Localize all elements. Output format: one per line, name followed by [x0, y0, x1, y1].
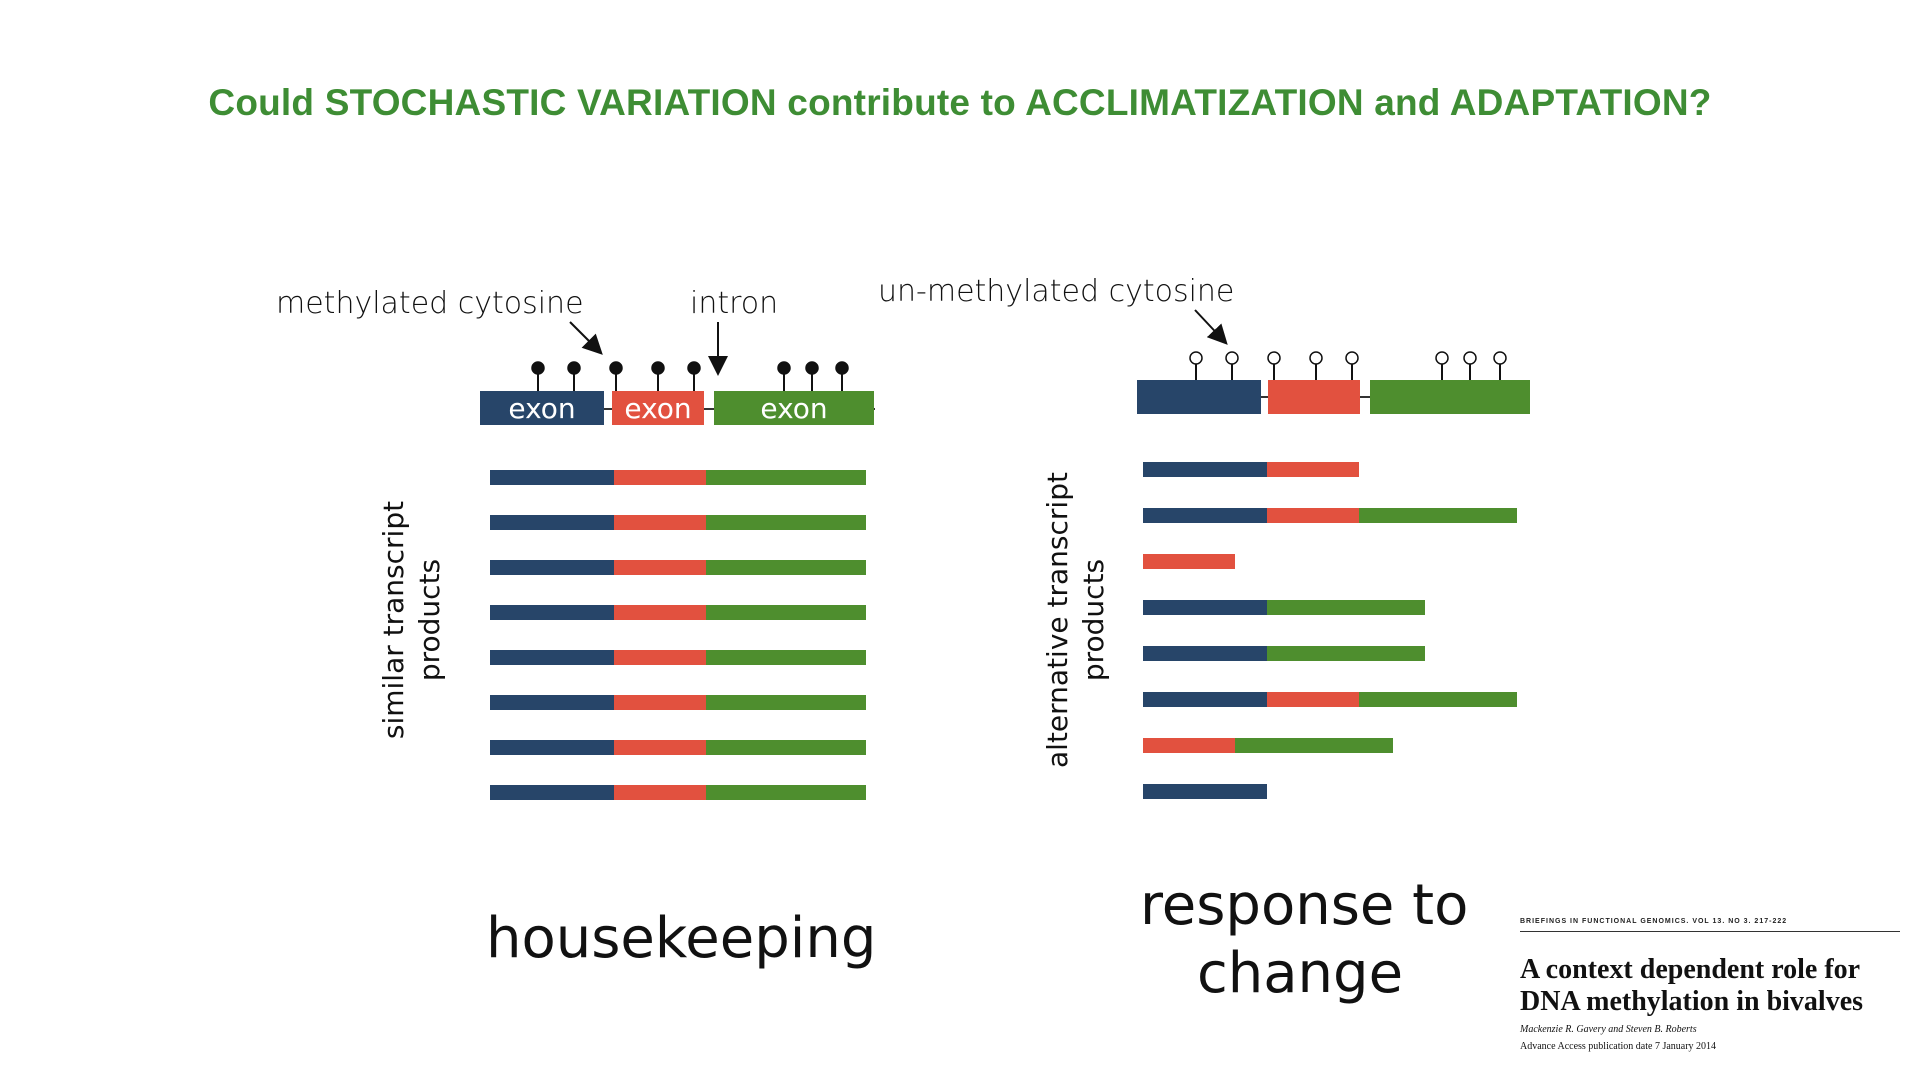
- response-caption: response to change: [1140, 873, 1469, 1006]
- left-transcript-segment-red: [614, 470, 706, 485]
- methylated-cytosine-marker: [567, 361, 581, 375]
- right-exon-3: [1370, 380, 1530, 414]
- paper-title: A context dependent role for DNA methylat…: [1520, 954, 1864, 1017]
- methylated-cytosine-marker: [651, 361, 665, 375]
- unmethylated-cytosine-marker: [1463, 351, 1477, 365]
- left-transcript-segment-green: [706, 695, 866, 710]
- methylated-arrow: [569, 321, 603, 355]
- left-transcript-segment-red: [614, 740, 706, 755]
- right-transcript-segment-blue: [1143, 646, 1267, 661]
- unmethylated-cytosine-label: un-methylated cytosine: [878, 274, 1235, 309]
- left-transcript-segment-red: [614, 515, 706, 530]
- left-transcript-segment-red: [614, 650, 706, 665]
- right-transcript-segment-green: [1235, 738, 1393, 753]
- methylated-cytosine-marker: [687, 361, 701, 375]
- right-transcript-segment-blue: [1143, 508, 1267, 523]
- left-transcript-segment-blue: [490, 560, 614, 575]
- unmethylated-lollipops: [1189, 351, 1507, 380]
- left-transcript-segment-blue: [490, 785, 614, 800]
- right-transcript-segment-red: [1143, 554, 1235, 569]
- right-transcript-segment-red: [1267, 692, 1359, 707]
- left-transcript-segment-red: [614, 695, 706, 710]
- methylated-cytosine-marker: [805, 361, 819, 375]
- left-transcript-segment-green: [706, 470, 866, 485]
- intron-label: intron: [690, 286, 779, 321]
- left-transcript-segment-green: [706, 560, 866, 575]
- left-transcript-segment-blue: [490, 695, 614, 710]
- left-exon-2: exon: [612, 391, 704, 425]
- right-transcript-segment-green: [1267, 600, 1425, 615]
- left-transcript-segment-blue: [490, 515, 614, 530]
- right-transcript-segment-blue: [1143, 462, 1267, 477]
- unmethylated-cytosine-marker: [1267, 351, 1281, 365]
- methylated-cytosine-label: methylated cytosine: [276, 286, 584, 321]
- unmethylated-cytosine-marker: [1225, 351, 1239, 365]
- right-transcript-segment-green: [1359, 508, 1517, 523]
- left-transcript-segment-blue: [490, 650, 614, 665]
- housekeeping-caption: housekeeping: [486, 906, 877, 971]
- left-exon-3: exon: [714, 391, 874, 425]
- unmethylated-arrow: [1194, 309, 1228, 345]
- right-transcript-segment-green: [1267, 646, 1425, 661]
- right-transcript-segment-blue: [1143, 784, 1267, 799]
- unmethylated-cytosine-marker: [1345, 351, 1359, 365]
- right-transcript-segment-red: [1143, 738, 1235, 753]
- right-exon-1: [1137, 380, 1261, 414]
- unmethylated-cytosine-marker: [1309, 351, 1323, 365]
- left-transcript-segment-blue: [490, 740, 614, 755]
- methylated-lollipops: [531, 361, 849, 391]
- right-transcript-segment-red: [1267, 508, 1359, 523]
- unmethylated-cytosine-marker: [1435, 351, 1449, 365]
- methylated-cytosine-marker: [609, 361, 623, 375]
- left-side-label: similar transcript products: [377, 500, 446, 740]
- right-transcript-segment-green: [1359, 692, 1517, 707]
- methylated-cytosine-marker: [835, 361, 849, 375]
- left-exon-1: exon: [480, 391, 604, 425]
- left-transcript-segment-blue: [490, 470, 614, 485]
- left-transcript-segment-red: [614, 605, 706, 620]
- unmethylated-cytosine-marker: [1189, 351, 1203, 365]
- right-transcript-segment-red: [1267, 462, 1359, 477]
- left-transcript-segment-green: [706, 605, 866, 620]
- paper-reference: BRIEFINGS IN FUNCTIONAL GENOMICS. VOL 13…: [1520, 918, 1900, 1052]
- journal-name: BRIEFINGS IN FUNCTIONAL GENOMICS. VOL 13…: [1520, 918, 1900, 932]
- left-transcript-segment-blue: [490, 605, 614, 620]
- paper-date: Advance Access publication date 7 Januar…: [1520, 1041, 1717, 1052]
- left-transcript-segment-green: [706, 740, 866, 755]
- left-transcript-segment-green: [706, 650, 866, 665]
- right-transcript-segment-blue: [1143, 692, 1267, 707]
- methylated-cytosine-marker: [531, 361, 545, 375]
- right-side-label: alternative transcript products: [1041, 472, 1110, 768]
- left-transcript-segment-green: [706, 785, 866, 800]
- paper-authors: Mackenzie R. Gavery and Steven B. Robert…: [1520, 1024, 1697, 1035]
- right-exon-2: [1268, 380, 1360, 414]
- left-transcript-segment-red: [614, 785, 706, 800]
- right-transcript-segment-blue: [1143, 600, 1267, 615]
- unmethylated-cytosine-marker: [1493, 351, 1507, 365]
- slide-title: Could STOCHASTIC VARIATION contribute to…: [208, 82, 1712, 123]
- left-transcript-segment-red: [614, 560, 706, 575]
- methylated-cytosine-marker: [777, 361, 791, 375]
- left-transcript-segment-green: [706, 515, 866, 530]
